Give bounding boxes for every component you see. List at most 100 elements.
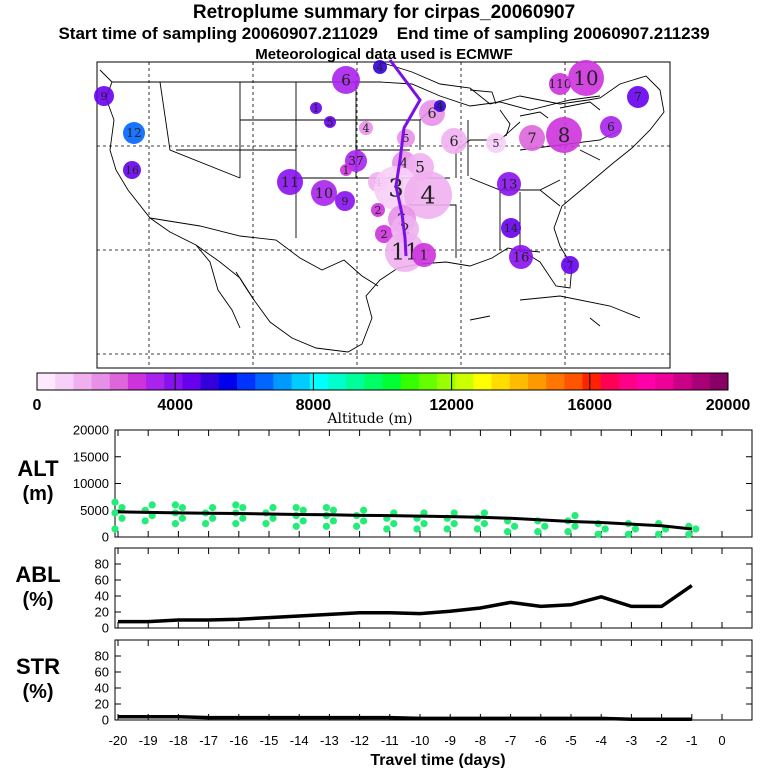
- colorbar-swatch: [109, 373, 129, 390]
- panel-unit: (m): [22, 483, 53, 505]
- altitude-point: [360, 506, 368, 514]
- colorbar-swatch: [418, 373, 438, 390]
- colorbar-swatch: [400, 373, 420, 390]
- altitude-point: [390, 520, 398, 528]
- plume-label: 110: [548, 77, 571, 91]
- altitude-point: [111, 498, 119, 506]
- plume-marker: 10: [568, 60, 604, 96]
- altitude-point: [353, 522, 361, 530]
- x-tick-label: -18: [169, 733, 188, 748]
- plume-label: 5: [403, 132, 410, 145]
- colorbar-swatch: [546, 373, 565, 390]
- altitude-point: [692, 525, 700, 533]
- x-tick-label: -15: [260, 733, 279, 748]
- plume-label: 4: [420, 181, 435, 209]
- altitude-point: [534, 528, 542, 536]
- plume-label: 10: [315, 186, 333, 202]
- plume-marker: 4: [434, 100, 446, 113]
- plume-marker: 13: [497, 172, 521, 196]
- colorbar-swatch: [91, 373, 111, 390]
- chart-title: Retroplume summary for cirpas_20060907: [192, 2, 576, 23]
- altitude-point: [322, 503, 330, 512]
- altitude-point: [178, 503, 186, 512]
- altitude-point: [299, 517, 307, 525]
- plume-circle: [373, 60, 387, 74]
- altitude-point: [480, 509, 488, 517]
- y-tick-label: 0: [102, 713, 109, 728]
- plume-centroids: 9641541216645657861101073714511109434132…: [94, 60, 649, 274]
- plume-circle: [94, 86, 114, 106]
- plume-label: 7: [634, 90, 642, 104]
- str-line: [118, 715, 692, 721]
- plume-circle: [359, 121, 373, 135]
- map-frame: [96, 61, 671, 369]
- colorbar-swatch: [491, 373, 511, 390]
- plume-circle: [404, 171, 452, 219]
- panel-label: ALT: [17, 456, 59, 481]
- plume-circle: [340, 164, 352, 176]
- plume-label: 12: [126, 126, 141, 140]
- altitude-point: [299, 506, 307, 514]
- plume-marker: 14: [501, 218, 521, 238]
- plume-circle: [497, 172, 521, 196]
- x-axis-label: Travel time (days): [370, 752, 505, 768]
- sampling-times: Start time of sampling 20060907.211029 E…: [0, 24, 768, 44]
- y-tick-label: 60: [95, 665, 109, 680]
- y-tick-label: 60: [95, 573, 109, 588]
- colorbar-axis-label: Altitude (m): [326, 411, 412, 427]
- plume-marker: 5: [397, 129, 415, 147]
- plume-label: 5: [415, 158, 425, 176]
- plume-marker: 4: [373, 60, 387, 74]
- plume-circle: [375, 225, 393, 243]
- altitude-point: [209, 514, 217, 522]
- colorbar-swatch: [127, 373, 147, 390]
- colorbar-swatch: [709, 373, 729, 390]
- altitude-colorbar: [36, 372, 729, 391]
- x-tick-label: -13: [320, 733, 339, 748]
- colorbar-swatch: [673, 373, 693, 390]
- colorbar-swatch: [691, 373, 711, 390]
- altitude-point: [171, 520, 179, 528]
- plume-label: 6: [607, 120, 615, 134]
- plume-circle: [441, 128, 467, 154]
- plume-marker: 2: [371, 203, 385, 217]
- plume-circle: [123, 122, 145, 144]
- colorbar-tick-label: 16000: [568, 397, 613, 414]
- plume-label: 4: [400, 157, 408, 172]
- panel-frame: [114, 547, 753, 629]
- x-tick-label: 0: [718, 733, 725, 748]
- plume-label: 6: [427, 106, 436, 122]
- plume-label: 8: [558, 124, 571, 147]
- colorbar-swatch: [273, 373, 293, 390]
- altitude-point: [571, 522, 579, 530]
- altitude-point: [624, 530, 633, 538]
- altitude-point: [450, 509, 458, 517]
- y-tick-label: 15000: [73, 449, 109, 464]
- start-time-label: Start time of sampling 20060907.211029: [58, 24, 378, 43]
- plume-circle: [434, 100, 446, 112]
- altitude-point: [118, 514, 126, 522]
- altitude-point: [360, 517, 368, 525]
- plume-circle: [123, 161, 141, 179]
- y-tick-label: 80: [95, 557, 109, 572]
- x-tick-label: -20: [109, 733, 128, 748]
- altitude-point: [171, 501, 179, 509]
- colorbar-tick-label: 8000: [296, 397, 332, 414]
- altitude-point: [148, 501, 156, 509]
- x-tick-label: -6: [535, 733, 547, 748]
- x-tick-label: -5: [565, 733, 577, 748]
- colorbar-swatch: [582, 373, 602, 390]
- altitude-point: [413, 525, 421, 533]
- plume-marker: 16: [509, 245, 533, 269]
- x-tick-label: -4: [595, 733, 607, 748]
- panel-label: ABL: [15, 562, 60, 587]
- plume-marker: 4: [359, 121, 373, 135]
- altitude-point: [322, 522, 330, 530]
- colorbar-swatch: [255, 373, 274, 390]
- plume-label: 16: [125, 164, 139, 177]
- plume-circle: [509, 245, 533, 269]
- plume-marker: 16: [123, 161, 141, 179]
- map-panel: 9641541216645657861101073714511109434132…: [94, 59, 671, 369]
